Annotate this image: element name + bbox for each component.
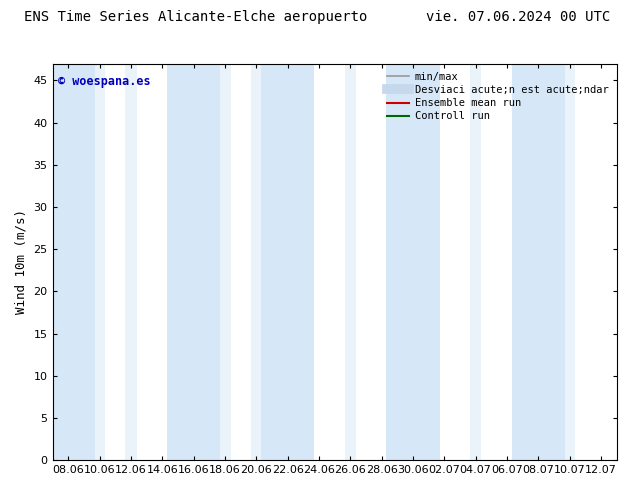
- Text: © woespana.es: © woespana.es: [58, 75, 151, 89]
- Y-axis label: Wind 10m (m/s): Wind 10m (m/s): [15, 209, 28, 315]
- Bar: [250, 64, 262, 460]
- Bar: [564, 64, 575, 460]
- Text: ENS Time Series Alicante-Elche aeropuerto       vie. 07.06.2024 00 UTC: ENS Time Series Alicante-Elche aeropuert…: [24, 10, 610, 24]
- Legend: min/max, Desviaci acute;n est acute;ndar, Ensemble mean run, Controll run: min/max, Desviaci acute;n est acute;ndar…: [384, 69, 612, 124]
- Bar: [345, 64, 356, 460]
- Bar: [126, 64, 136, 460]
- Bar: [512, 64, 565, 460]
- Bar: [261, 64, 314, 460]
- Bar: [219, 64, 231, 460]
- Bar: [42, 64, 95, 460]
- Bar: [167, 64, 220, 460]
- Bar: [470, 64, 481, 460]
- Bar: [94, 64, 105, 460]
- Bar: [386, 64, 439, 460]
